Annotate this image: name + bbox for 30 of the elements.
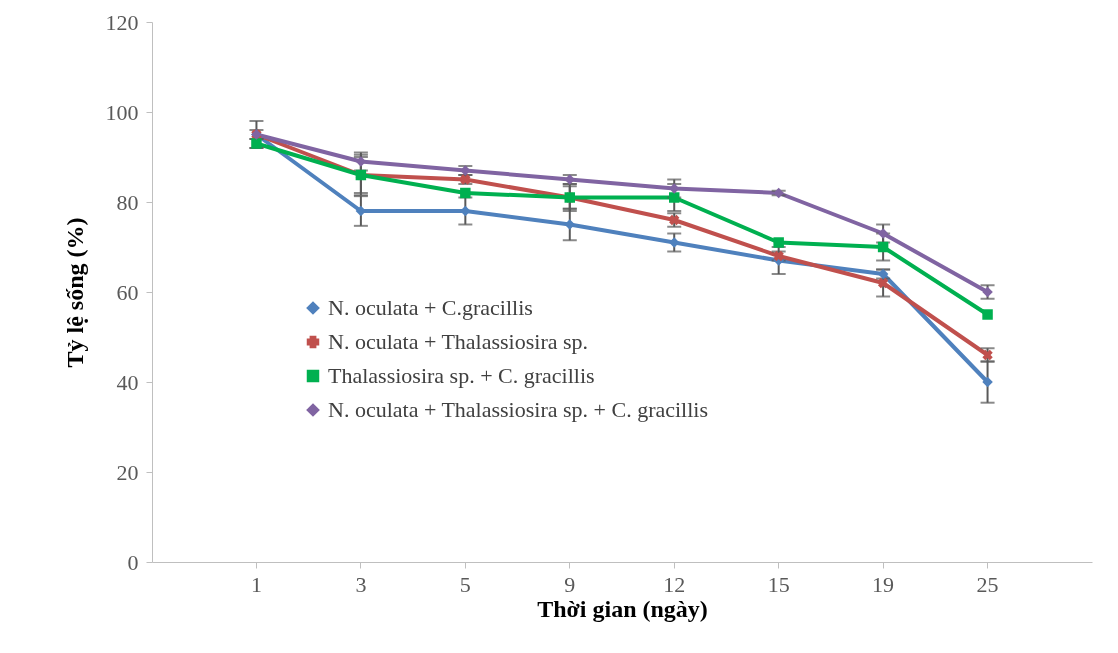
x-tick-label: 12 xyxy=(663,571,686,597)
point xyxy=(668,237,680,248)
y-tick-label: 20 xyxy=(116,459,139,485)
y-tick-label: 0 xyxy=(127,549,139,575)
point xyxy=(877,241,889,253)
x-tick-label: 5 xyxy=(459,571,471,597)
point xyxy=(773,237,784,248)
point xyxy=(982,309,993,320)
y-tick-label: 60 xyxy=(116,279,139,305)
x-tick-label: 19 xyxy=(872,571,895,597)
legend-label: N. oculata + C.gracillis xyxy=(328,295,533,320)
x-axis-title: Thời gian (ngày) xyxy=(537,595,708,622)
point xyxy=(668,192,680,203)
x-tick-label: 25 xyxy=(976,571,999,597)
y-axis-title: Tỷ lệ sống (%) xyxy=(61,217,88,368)
point xyxy=(982,376,993,388)
y-tick-label: 80 xyxy=(116,189,139,215)
legend-label: Thalassiosira sp. + C. gracillis xyxy=(328,363,595,388)
x-tick-label: 9 xyxy=(564,571,576,597)
y-tick-label: 40 xyxy=(116,369,139,395)
y-tick-label: 120 xyxy=(105,9,139,35)
point xyxy=(460,187,471,199)
legend-label: N. oculata + Thalassiosira sp. + C. gracillis xyxy=(328,397,709,422)
x-tick-label: 15 xyxy=(767,571,790,597)
legend-label: N. oculata + Thalassiosira sp. xyxy=(328,329,589,354)
point xyxy=(877,277,889,289)
x-tick-label: 1 xyxy=(250,571,262,597)
y-tick-label: 100 xyxy=(105,99,139,125)
x-tick-label: 3 xyxy=(355,571,367,597)
point xyxy=(877,228,889,239)
